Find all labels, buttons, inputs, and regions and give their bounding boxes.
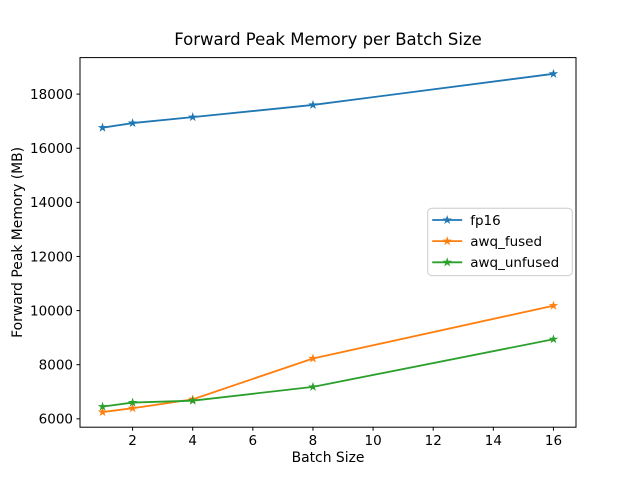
legend-label-fp16: fp16 xyxy=(470,213,501,229)
y-axis-label: Forward Peak Memory (MB) xyxy=(10,147,26,338)
y-tick-label: 18000 xyxy=(30,87,73,103)
legend-label-awq_fused: awq_fused xyxy=(470,234,542,250)
y-tick-label: 12000 xyxy=(30,249,73,265)
marker-fp16-batch-16 xyxy=(548,68,559,78)
series-line-fp16 xyxy=(102,72,554,129)
x-tick-label: 14 xyxy=(485,433,502,449)
y-tick-label: 8000 xyxy=(39,357,73,373)
x-tick-label: 12 xyxy=(425,433,442,449)
series-line-awq_fused xyxy=(102,304,554,413)
legend-box xyxy=(427,207,573,277)
x-tick-label: 10 xyxy=(364,433,381,449)
x-axis-label: Batch Size xyxy=(292,450,365,466)
x-tick-label: 4 xyxy=(188,433,197,449)
marker-fp16-batch-2 xyxy=(127,118,138,128)
legend: fp16 awq_fused awq_unfused xyxy=(427,207,573,277)
x-tick-label: 16 xyxy=(545,433,562,449)
plot-border xyxy=(79,57,577,428)
marker-fp16-batch-4 xyxy=(187,112,198,122)
marker-awq_unfused-batch-1 xyxy=(97,401,108,411)
marker-awq_unfused-batch-16 xyxy=(548,334,559,344)
y-tick-label: 10000 xyxy=(30,303,73,319)
x-tick-label: 6 xyxy=(249,433,258,449)
x-tick-label: 8 xyxy=(309,433,318,449)
y-tick-label: 6000 xyxy=(39,412,73,428)
x-tick-label: 2 xyxy=(128,433,137,449)
marker-awq_unfused-batch-2 xyxy=(127,397,138,407)
chart-generated-layer: 2 4 6 8 10 12 14 16 6000 8000 10000 12000 14000 16000… xyxy=(30,57,577,449)
legend-sample-marker-awq_fused xyxy=(442,236,452,246)
chart-title: Forward Peak Memory per Batch Size xyxy=(174,30,482,49)
legend-sample-marker-awq_unfused xyxy=(442,257,452,267)
y-tick-label: 14000 xyxy=(30,195,73,211)
marker-fp16-batch-8 xyxy=(308,99,318,109)
y-tick-label: 16000 xyxy=(30,141,73,157)
series-line-awq_unfused xyxy=(102,338,554,408)
marker-awq_fused-batch-16 xyxy=(548,300,559,310)
marker-fp16-batch-1 xyxy=(97,122,108,132)
marker-awq_fused-batch-8 xyxy=(308,353,318,363)
marker-awq_fused-batch-1 xyxy=(97,407,108,417)
marker-awq_fused-batch-2 xyxy=(127,403,138,413)
marker-awq_unfused-batch-8 xyxy=(308,381,318,391)
legend-sample-marker-fp16 xyxy=(442,215,452,225)
marker-awq_unfused-batch-4 xyxy=(187,395,198,405)
legend-label-awq_unfused: awq_unfused xyxy=(470,255,559,271)
